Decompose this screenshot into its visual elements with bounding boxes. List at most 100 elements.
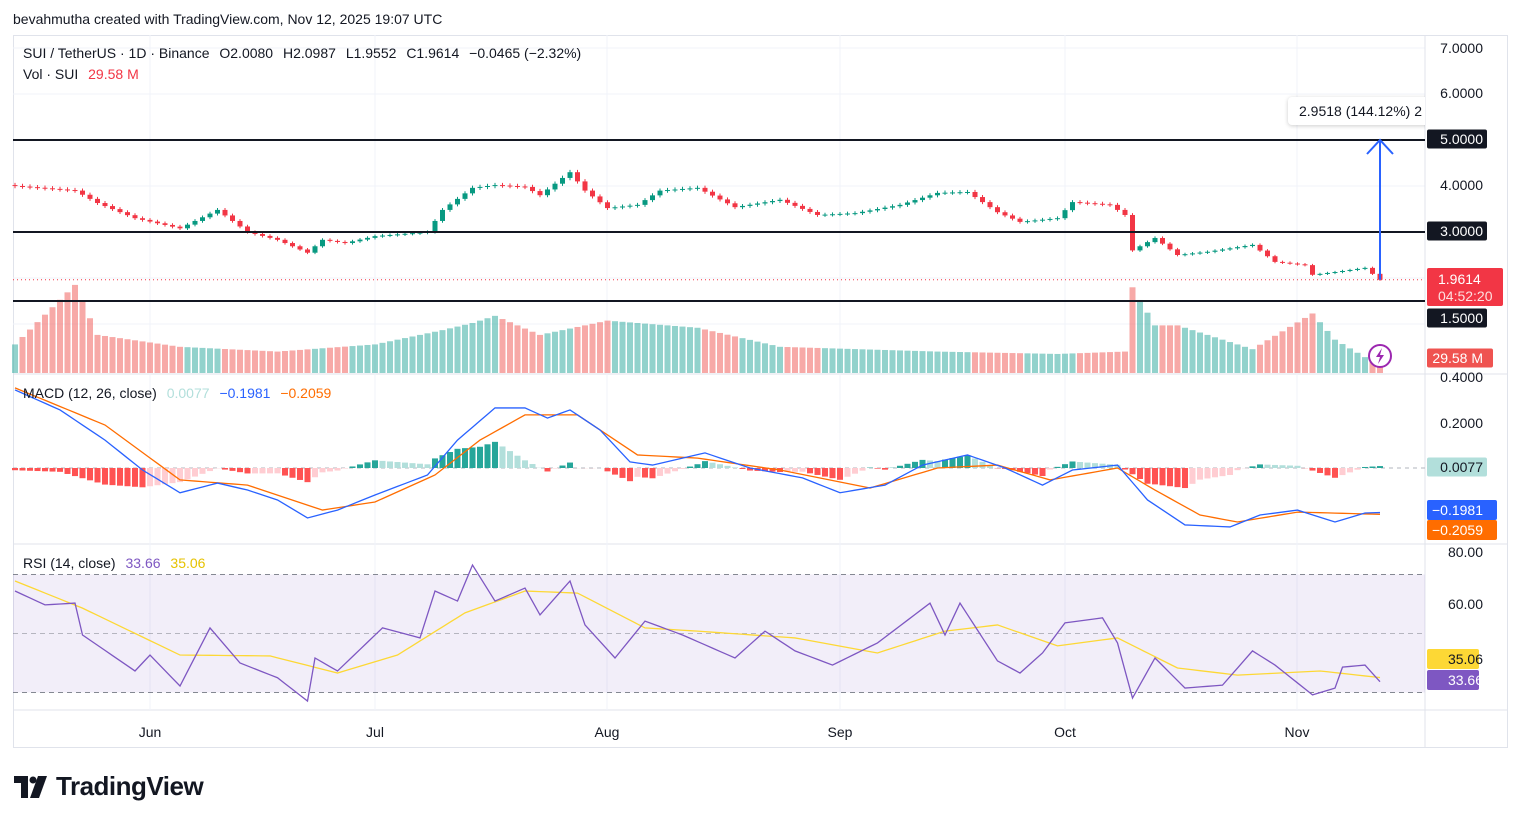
macd-line-label-text: −0.1981 (1432, 502, 1483, 518)
volume-bar (244, 350, 251, 373)
volume-bar (1032, 353, 1038, 373)
volume-bar (1092, 352, 1098, 373)
rsi-value: 33.66 (125, 555, 161, 571)
rsi-tick: 80.00 (1448, 544, 1483, 560)
measure-tooltip: 2.9518 (144.12%) 2 (1288, 97, 1425, 125)
volume-bar (349, 346, 356, 373)
candle (110, 204, 115, 212)
volume-bar (87, 318, 93, 373)
candle (980, 194, 985, 205)
macd-hist-bar (1249, 466, 1256, 468)
candle-body (350, 241, 355, 244)
volume-bar (1347, 348, 1353, 373)
candle (327, 238, 333, 243)
macd-signal-label-bg (1427, 520, 1497, 540)
volume-bar (42, 314, 48, 373)
candle-body (575, 172, 580, 182)
candle (207, 211, 213, 220)
macd-label[interactable]: MACD (12, 26, close) (23, 385, 157, 401)
candle (155, 219, 160, 226)
macd-hist-bar (1114, 464, 1121, 468)
candle (650, 193, 655, 203)
candle-body (1175, 249, 1180, 255)
volume-bar (754, 341, 761, 373)
volume-bar (904, 350, 911, 373)
rsi-label[interactable]: RSI (14, close) (23, 555, 116, 571)
volume-label: 29.58 M (1427, 348, 1493, 368)
macd-hist-bar (1279, 465, 1286, 468)
candle (597, 194, 603, 205)
macd-hist-bar (327, 468, 333, 472)
macd-hist-bar (657, 468, 663, 476)
candle (905, 200, 910, 207)
candle (800, 203, 805, 211)
symbol-info[interactable]: SUI / TetherUS · 1D · Binance (23, 45, 210, 61)
volume-bar (1212, 337, 1218, 373)
macd-hist-bar (1354, 468, 1361, 470)
macd-hist-bar (259, 468, 266, 474)
volume-bar (1084, 352, 1091, 373)
candle (162, 221, 168, 227)
candle-body (1040, 219, 1045, 221)
candle-body (477, 186, 483, 188)
candle (57, 186, 63, 192)
level-label-5: 5.0000 (1427, 129, 1487, 149)
candle-body (132, 215, 138, 219)
macd-hist-bar (649, 468, 656, 479)
macd-hist-bar (409, 463, 416, 468)
candle-body (1085, 202, 1090, 204)
macd-hist-bar (162, 468, 168, 485)
volume-bar (687, 327, 693, 373)
volume-bar (387, 341, 393, 373)
volume-label[interactable]: Vol · SUI (23, 66, 79, 82)
candle (740, 203, 745, 210)
volume-bar (1114, 351, 1121, 373)
candle-body (965, 191, 970, 193)
candle (335, 239, 340, 244)
tradingview-logo[interactable]: TradingView (14, 771, 204, 802)
macd-hist-bar (79, 468, 86, 479)
candle-body (522, 186, 528, 188)
candle-body (845, 213, 850, 215)
candle-body (455, 198, 460, 205)
candle-body (267, 235, 273, 238)
volume-bar (1129, 287, 1136, 373)
volume-bar (859, 349, 866, 373)
candle-body (695, 187, 700, 189)
candle (867, 208, 873, 214)
candle (275, 236, 280, 242)
candle-body (222, 209, 228, 216)
volume-bar (57, 299, 63, 373)
volume-bar (432, 331, 438, 373)
macd-hist-bar (694, 464, 701, 468)
macd-hist-bar (604, 468, 611, 472)
candle-body (935, 192, 940, 196)
candle-body (732, 203, 738, 208)
candle (912, 198, 918, 205)
candle-body (380, 235, 385, 237)
macd-hist-bar (634, 468, 641, 477)
candle (380, 233, 385, 238)
candle (1137, 244, 1143, 252)
candle (42, 185, 48, 191)
candle-body (417, 232, 423, 234)
macd-hist-bar (424, 464, 431, 468)
volume-bar (252, 350, 258, 373)
volume-bar (1227, 342, 1233, 373)
candle (1017, 216, 1023, 224)
candle (372, 234, 378, 240)
candle-body (72, 190, 78, 192)
volume-bar (657, 324, 663, 373)
macd-hist-bar (1137, 468, 1143, 480)
volume-bar (477, 320, 483, 373)
volume-bar (799, 347, 806, 373)
macd-tick: 0.2000 (1440, 415, 1483, 431)
candle-body (1077, 202, 1083, 204)
macd-hist-bar (1204, 468, 1211, 479)
candle-body (372, 236, 378, 238)
macd-hist-bar (664, 468, 671, 474)
volume-bar (1167, 325, 1173, 373)
price-legend: SUI / TetherUS · 1D · Binance O2.0080 H2… (23, 45, 587, 61)
candle-body (492, 185, 498, 187)
